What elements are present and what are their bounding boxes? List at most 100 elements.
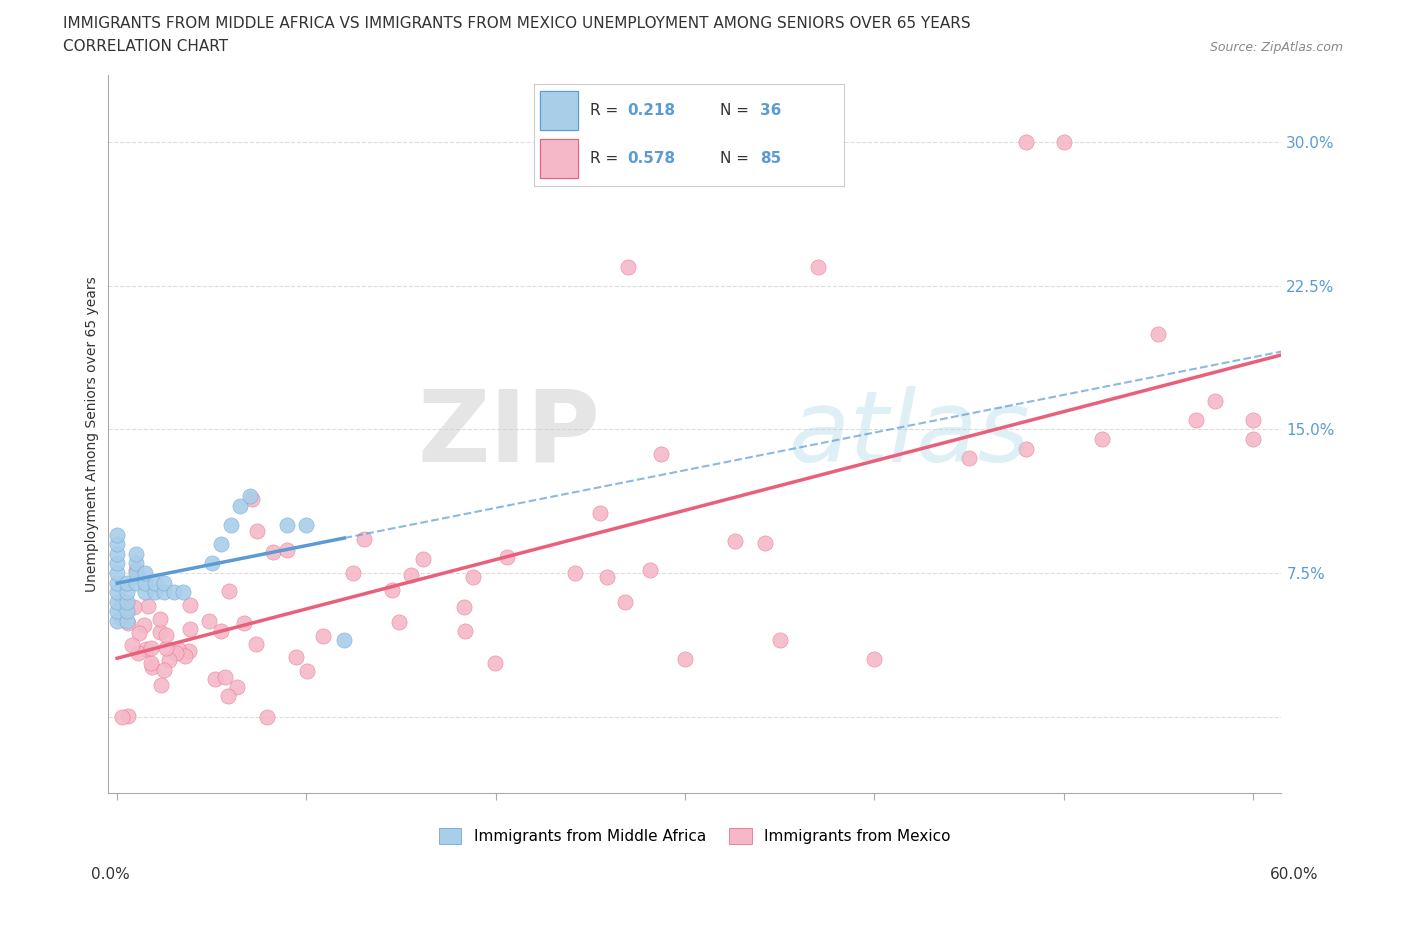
Point bbox=[276, 542, 298, 557]
Point bbox=[125, 556, 148, 571]
Point bbox=[155, 641, 177, 656]
Point bbox=[143, 585, 166, 600]
Point bbox=[262, 544, 284, 559]
Point bbox=[312, 628, 335, 643]
Point bbox=[217, 688, 239, 703]
Point bbox=[1053, 135, 1076, 150]
Legend: Immigrants from Middle Africa, Immigrants from Mexico: Immigrants from Middle Africa, Immigrant… bbox=[433, 822, 956, 850]
Point bbox=[105, 604, 128, 618]
Point bbox=[173, 649, 195, 664]
Point bbox=[1015, 441, 1038, 456]
Point bbox=[295, 663, 318, 678]
Point bbox=[209, 537, 232, 551]
Point bbox=[209, 624, 232, 639]
Point bbox=[239, 489, 262, 504]
Point bbox=[143, 575, 166, 590]
Text: atlas: atlas bbox=[789, 386, 1031, 483]
Point bbox=[166, 642, 188, 657]
Bar bbox=[540, 91, 578, 130]
Point bbox=[121, 637, 143, 652]
Point bbox=[127, 646, 149, 661]
Point bbox=[225, 680, 247, 695]
Point bbox=[342, 565, 364, 580]
Point bbox=[157, 653, 180, 668]
Point bbox=[134, 565, 156, 580]
Point bbox=[165, 646, 187, 661]
Point bbox=[333, 632, 356, 647]
Point bbox=[617, 259, 640, 274]
Point bbox=[105, 585, 128, 600]
Point bbox=[284, 650, 307, 665]
Text: R =: R = bbox=[591, 151, 619, 166]
Text: 0.218: 0.218 bbox=[627, 103, 675, 118]
Text: Source: ZipAtlas.com: Source: ZipAtlas.com bbox=[1209, 41, 1343, 54]
Point bbox=[149, 612, 172, 627]
Text: 0.0%: 0.0% bbox=[91, 867, 131, 882]
Text: N =: N = bbox=[720, 151, 749, 166]
Point bbox=[111, 709, 134, 724]
Text: IMMIGRANTS FROM MIDDLE AFRICA VS IMMIGRANTS FROM MEXICO UNEMPLOYMENT AMONG SENIO: IMMIGRANTS FROM MIDDLE AFRICA VS IMMIGRA… bbox=[63, 16, 972, 31]
Point bbox=[115, 585, 138, 600]
Point bbox=[125, 575, 148, 590]
Point bbox=[957, 451, 980, 466]
Text: R =: R = bbox=[591, 103, 619, 118]
Point bbox=[388, 615, 411, 630]
Point bbox=[613, 594, 636, 609]
Point bbox=[276, 518, 298, 533]
Point bbox=[150, 678, 173, 693]
Point bbox=[453, 600, 475, 615]
Point bbox=[134, 618, 156, 632]
Text: N =: N = bbox=[720, 103, 749, 118]
Bar bbox=[540, 139, 578, 178]
Point bbox=[124, 599, 146, 614]
Point bbox=[204, 672, 226, 687]
Point bbox=[454, 624, 477, 639]
Point bbox=[155, 627, 177, 642]
Point bbox=[105, 594, 128, 609]
Point bbox=[589, 506, 612, 521]
Point bbox=[353, 532, 375, 547]
Point bbox=[295, 518, 318, 533]
Point bbox=[496, 550, 519, 565]
Point bbox=[125, 563, 148, 578]
Point bbox=[754, 536, 776, 551]
Y-axis label: Unemployment Among Seniors over 65 years: Unemployment Among Seniors over 65 years bbox=[86, 276, 100, 592]
Point bbox=[105, 547, 128, 562]
Point bbox=[1241, 432, 1264, 446]
Point bbox=[141, 659, 163, 674]
Point bbox=[806, 259, 828, 274]
Point bbox=[125, 565, 148, 580]
Point bbox=[1147, 326, 1170, 341]
Point bbox=[1185, 413, 1208, 428]
Point bbox=[105, 614, 128, 629]
Point bbox=[115, 575, 138, 590]
Point bbox=[246, 524, 269, 538]
Point bbox=[242, 492, 264, 507]
Text: 0.578: 0.578 bbox=[627, 151, 675, 166]
Point bbox=[484, 656, 506, 671]
Point bbox=[128, 626, 150, 641]
Point bbox=[650, 447, 672, 462]
Point bbox=[136, 598, 159, 613]
Point bbox=[117, 709, 139, 724]
Point bbox=[219, 518, 242, 533]
Point bbox=[105, 527, 128, 542]
Point bbox=[115, 604, 138, 618]
Point bbox=[201, 556, 224, 571]
Point bbox=[1090, 432, 1112, 446]
Point bbox=[673, 652, 696, 667]
Point bbox=[233, 616, 256, 631]
Point bbox=[769, 632, 792, 647]
Point bbox=[218, 583, 240, 598]
Point bbox=[1204, 393, 1226, 408]
Point bbox=[596, 570, 619, 585]
Point bbox=[135, 642, 157, 657]
Point bbox=[245, 637, 267, 652]
Bar bbox=[540, 91, 578, 130]
Point bbox=[863, 652, 886, 667]
Point bbox=[134, 575, 156, 590]
Point bbox=[1241, 413, 1264, 428]
Text: CORRELATION CHART: CORRELATION CHART bbox=[63, 39, 228, 54]
Text: ZIP: ZIP bbox=[418, 386, 600, 483]
Point bbox=[172, 585, 194, 600]
